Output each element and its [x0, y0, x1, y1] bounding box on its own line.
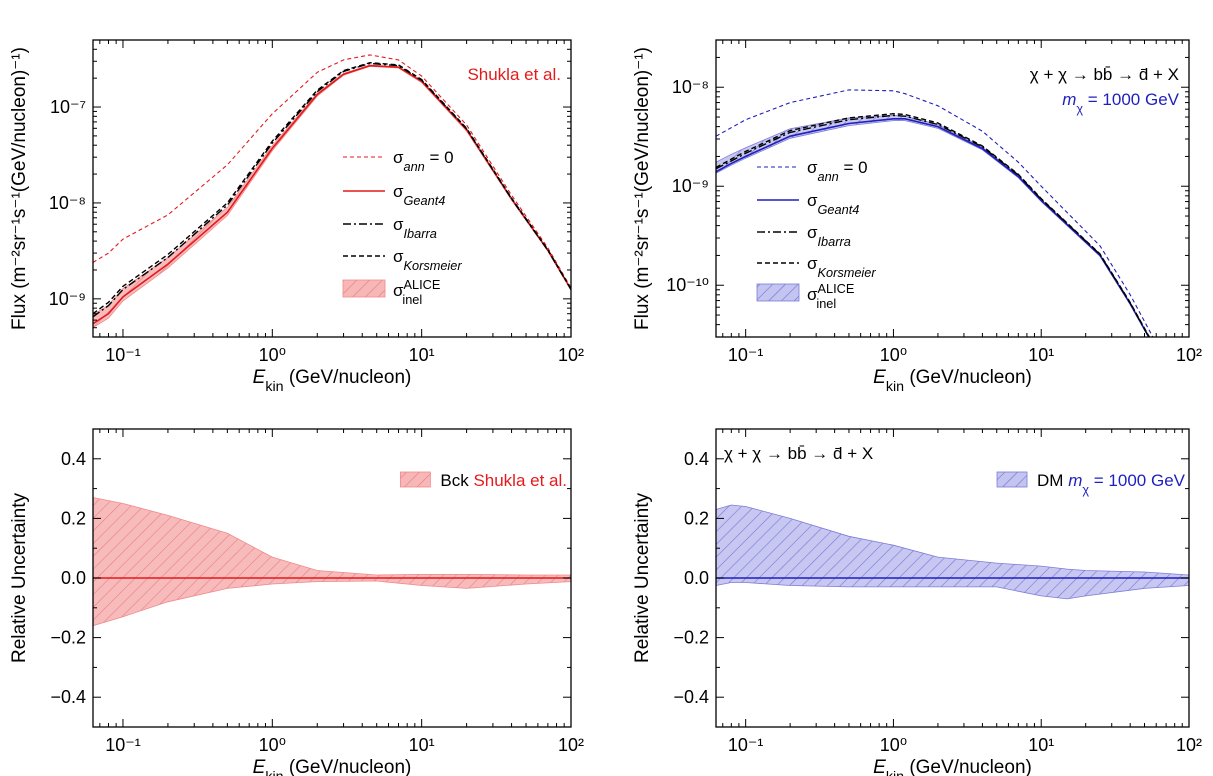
- annotation: mχ = 1000 GeV: [1062, 90, 1179, 116]
- uncertainty-band: [716, 114, 1150, 337]
- legend-label: σGeant4: [807, 191, 859, 217]
- legend-label: Bck Shukla et al.: [440, 471, 567, 490]
- x-tick-label: 10¹: [1028, 345, 1054, 365]
- y-tick-label: 10⁻⁸: [49, 193, 86, 213]
- series-line-geant4: [716, 118, 1150, 337]
- y-tick-label: 10⁻⁷: [50, 97, 86, 117]
- annotation: Shukla et al.: [467, 65, 561, 84]
- uncertainty-band: [716, 504, 1189, 600]
- x-tick-label: 10²: [558, 345, 584, 365]
- y-tick-label: 10⁻⁹: [49, 289, 86, 309]
- legend: σann = 0 σGeant4 σIbarra σKorsmeier σALICE in…: [342, 148, 462, 307]
- plot-area: [716, 504, 1189, 600]
- plot-area: [93, 497, 571, 627]
- legend-label: σKorsmeier: [393, 247, 462, 273]
- legend-label: σIbarra: [807, 223, 851, 249]
- x-axis: 10⁻¹ 10⁰ 10¹ 10²: [722, 40, 1202, 365]
- y-tick-label: 10⁻¹⁰: [666, 275, 709, 295]
- legend-swatch: [756, 283, 800, 302]
- legend-label: DM mχ = 1000 GeV: [1037, 471, 1186, 497]
- legend-label: σGeant4: [393, 182, 445, 208]
- y-axis-label: Relative Uncertainty: [9, 492, 30, 663]
- y-axis-label: Relative Uncertainty: [632, 492, 653, 663]
- x-axis-label: Ekin (GeV/nucleon): [253, 757, 412, 776]
- y-tick-label: −0.4: [50, 687, 86, 707]
- series-line-ann0: [93, 54, 571, 289]
- y-tick-label: 0.0: [61, 568, 86, 588]
- x-tick-label: 10⁻¹: [105, 345, 141, 365]
- legend-label: σKorsmeier: [807, 254, 876, 280]
- plot-area: [716, 89, 1154, 337]
- x-tick-label: 10²: [1176, 735, 1202, 755]
- x-tick-label: 10¹: [409, 345, 435, 365]
- legend-swatch: [342, 279, 386, 298]
- panel-bck-flux: 10⁻¹ 10⁰ 10¹ 10² 10⁻⁹ 10⁻⁸ 10⁻⁷ Ekin (GeV/nucle…: [9, 39, 584, 395]
- y-tick-label: −0.4: [673, 687, 709, 707]
- legend-label: σALICE inel: [807, 281, 854, 311]
- panel-bck-uncertainty: 10⁻¹ 10⁰ 10¹ 10² −0.4 −0.2 0.0 0.2 0.4 Ekin (GeV/…: [9, 428, 584, 776]
- legend-swatch: [996, 471, 1028, 488]
- series-line-korsmeier: [93, 61, 571, 315]
- y-tick-label: 0.2: [61, 508, 86, 528]
- x-tick-label: 10⁰: [880, 345, 907, 365]
- x-axis: 10⁻¹ 10⁰ 10¹ 10²: [99, 40, 584, 365]
- uncertainty-band: [93, 497, 571, 627]
- y-tick-label: 10⁻⁸: [672, 77, 709, 97]
- series-line-korsmeier: [716, 112, 1151, 337]
- legend-label: σIbarra: [393, 215, 437, 241]
- y-tick-label: 0.4: [684, 449, 709, 469]
- x-axis-label: Ekin (GeV/nucleon): [873, 367, 1032, 395]
- x-tick-label: 10²: [1176, 345, 1202, 365]
- x-axis-label: Ekin (GeV/nucleon): [873, 757, 1032, 776]
- y-axis-label: Flux (m⁻²sr⁻¹s⁻¹(GeV/nucleon)⁻¹): [9, 47, 30, 330]
- y-axis: −0.4 −0.2 0.0 0.2 0.4: [673, 428, 1189, 728]
- legend-label: σann = 0: [393, 148, 454, 174]
- panel-dm-uncertainty: 10⁻¹ 10⁰ 10¹ 10² −0.4 −0.2 0.0 0.2 0.4 Ekin (GeV/…: [632, 428, 1202, 776]
- x-tick-label: 10¹: [1028, 735, 1054, 755]
- annotation: χ + χ → bb̄ → d̄ + X: [724, 444, 873, 463]
- x-tick-label: 10¹: [409, 735, 435, 755]
- y-axis: −0.4 −0.2 0.0 0.2 0.4: [50, 428, 571, 728]
- x-tick-label: 10⁻¹: [728, 735, 764, 755]
- y-tick-label: −0.2: [50, 628, 86, 648]
- series-line-ibarra: [716, 114, 1150, 337]
- x-tick-label: 10⁰: [880, 735, 907, 755]
- x-tick-label: 10⁻¹: [105, 735, 141, 755]
- y-tick-label: 0.4: [61, 449, 86, 469]
- x-axis: 10⁻¹ 10⁰ 10¹ 10²: [722, 429, 1202, 755]
- y-tick-label: 0.2: [684, 508, 709, 528]
- axes-frame: [92, 39, 572, 338]
- x-tick-label: 10⁰: [259, 345, 286, 365]
- series-line-ann0: [716, 89, 1154, 337]
- plot-area: [93, 54, 571, 329]
- y-tick-label: 10⁻⁹: [672, 176, 709, 196]
- annotation: χ + χ → bb̄ → d̄ + X: [1030, 65, 1179, 84]
- y-axis: 10⁻⁹ 10⁻⁸ 10⁻⁷: [49, 39, 571, 338]
- x-axis: 10⁻¹ 10⁰ 10¹ 10²: [99, 429, 584, 755]
- x-tick-label: 10²: [558, 735, 584, 755]
- legend-label: σALICE inel: [393, 277, 440, 307]
- uncertainty-band: [93, 64, 571, 329]
- series-line-ibarra: [93, 62, 571, 318]
- axes-frame: [715, 39, 1190, 338]
- y-axis-label: Flux (m⁻²sr⁻¹s⁻¹(GeV/nucleon)⁻¹): [632, 47, 653, 330]
- legend-swatch: [399, 471, 431, 488]
- legend: DM mχ = 1000 GeV: [996, 471, 1186, 497]
- x-tick-label: 10⁻¹: [728, 345, 764, 365]
- legend: Bck Shukla et al.: [399, 471, 567, 490]
- series-line-geant4: [93, 64, 571, 325]
- x-axis-label: Ekin (GeV/nucleon): [253, 367, 412, 395]
- y-tick-label: −0.2: [673, 628, 709, 648]
- x-tick-label: 10⁰: [259, 735, 286, 755]
- legend-label: σann = 0: [807, 158, 868, 184]
- y-tick-label: 0.0: [684, 568, 709, 588]
- panel-dm-flux: 10⁻¹ 10⁰ 10¹ 10² 10⁻¹⁰ 10⁻⁹ 10⁻⁸ Ekin (GeV/nucl…: [632, 39, 1202, 395]
- y-axis: 10⁻¹⁰ 10⁻⁹ 10⁻⁸: [666, 56, 1189, 338]
